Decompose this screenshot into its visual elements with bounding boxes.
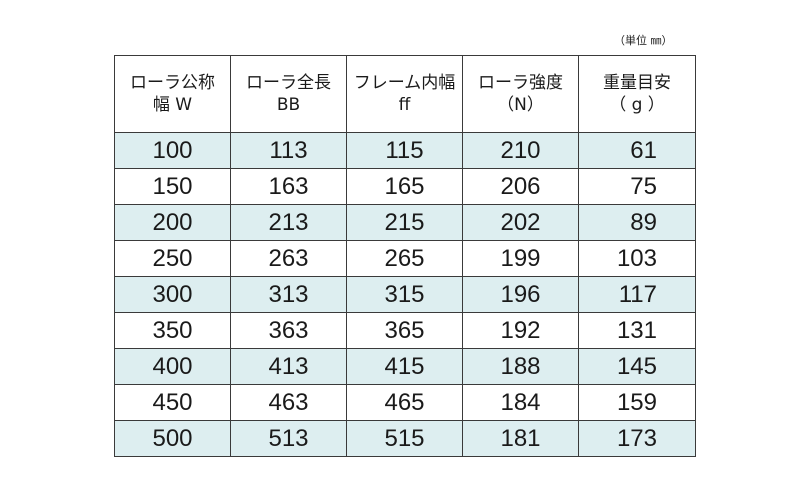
cell-nominal-width: 500 [114, 420, 231, 457]
cell-nominal-width: 350 [114, 312, 231, 349]
cell-roller-strength: 188 [462, 348, 579, 385]
cell-nominal-width: 450 [114, 384, 231, 421]
table-row: 300 313 315 196 117 [114, 276, 696, 313]
cell-roller-strength: 192 [462, 312, 579, 349]
cell-total-length: 463 [230, 384, 347, 421]
cell-roller-strength: 210 [462, 132, 579, 169]
cell-frame-inner-width: 365 [346, 312, 463, 349]
header-total-length: ローラ全長 BB [230, 55, 347, 133]
cell-nominal-width: 300 [114, 276, 231, 313]
cell-roller-strength: 199 [462, 240, 579, 277]
cell-weight: 159 [578, 384, 696, 421]
cell-total-length: 513 [230, 420, 347, 457]
cell-roller-strength: 181 [462, 420, 579, 457]
header-weight: 重量目安（ g ） [578, 55, 696, 133]
cell-frame-inner-width: 465 [346, 384, 463, 421]
cell-frame-inner-width: 165 [346, 168, 463, 205]
table-row: 200 213 215 202 89 [114, 204, 696, 241]
spec-table: ローラ公称幅 W ローラ全長 BB フレーム内幅 ff ローラ強度 （N） 重量目安（… [114, 55, 696, 457]
cell-total-length: 313 [230, 276, 347, 313]
cell-weight: 75 [578, 168, 696, 205]
table-row: 400 413 415 188 145 [114, 348, 696, 385]
cell-frame-inner-width: 315 [346, 276, 463, 313]
table-row: 350 363 365 192 131 [114, 312, 696, 349]
header-nominal-width: ローラ公称幅 W [114, 55, 231, 133]
cell-weight: 117 [578, 276, 696, 313]
cell-nominal-width: 250 [114, 240, 231, 277]
cell-roller-strength: 202 [462, 204, 579, 241]
cell-frame-inner-width: 515 [346, 420, 463, 457]
cell-total-length: 213 [230, 204, 347, 241]
cell-total-length: 413 [230, 348, 347, 385]
table-row: 450 463 465 184 159 [114, 384, 696, 421]
cell-nominal-width: 400 [114, 348, 231, 385]
cell-nominal-width: 100 [114, 132, 231, 169]
unit-note: （単位 ㎜） [614, 34, 673, 47]
cell-total-length: 163 [230, 168, 347, 205]
cell-total-length: 363 [230, 312, 347, 349]
cell-total-length: 263 [230, 240, 347, 277]
table-row: 150 163 165 206 75 [114, 168, 696, 205]
cell-total-length: 113 [230, 132, 347, 169]
header-roller-strength: ローラ強度 （N） [462, 55, 579, 133]
cell-frame-inner-width: 265 [346, 240, 463, 277]
cell-weight: 173 [578, 420, 696, 457]
cell-frame-inner-width: 415 [346, 348, 463, 385]
cell-weight: 103 [578, 240, 696, 277]
cell-frame-inner-width: 215 [346, 204, 463, 241]
table-row: 250 263 265 199 103 [114, 240, 696, 277]
cell-weight: 61 [578, 132, 696, 169]
cell-roller-strength: 196 [462, 276, 579, 313]
table-row: 100 113 115 210 61 [114, 132, 696, 169]
header-row: ローラ公称幅 W ローラ全長 BB フレーム内幅 ff ローラ強度 （N） 重量目安（… [114, 55, 696, 133]
cell-weight: 89 [578, 204, 696, 241]
cell-weight: 131 [578, 312, 696, 349]
cell-nominal-width: 150 [114, 168, 231, 205]
cell-roller-strength: 206 [462, 168, 579, 205]
cell-roller-strength: 184 [462, 384, 579, 421]
cell-weight: 145 [578, 348, 696, 385]
header-frame-inner-width: フレーム内幅 ff [346, 55, 463, 133]
table-row: 500 513 515 181 173 [114, 420, 696, 457]
cell-nominal-width: 200 [114, 204, 231, 241]
cell-frame-inner-width: 115 [346, 132, 463, 169]
